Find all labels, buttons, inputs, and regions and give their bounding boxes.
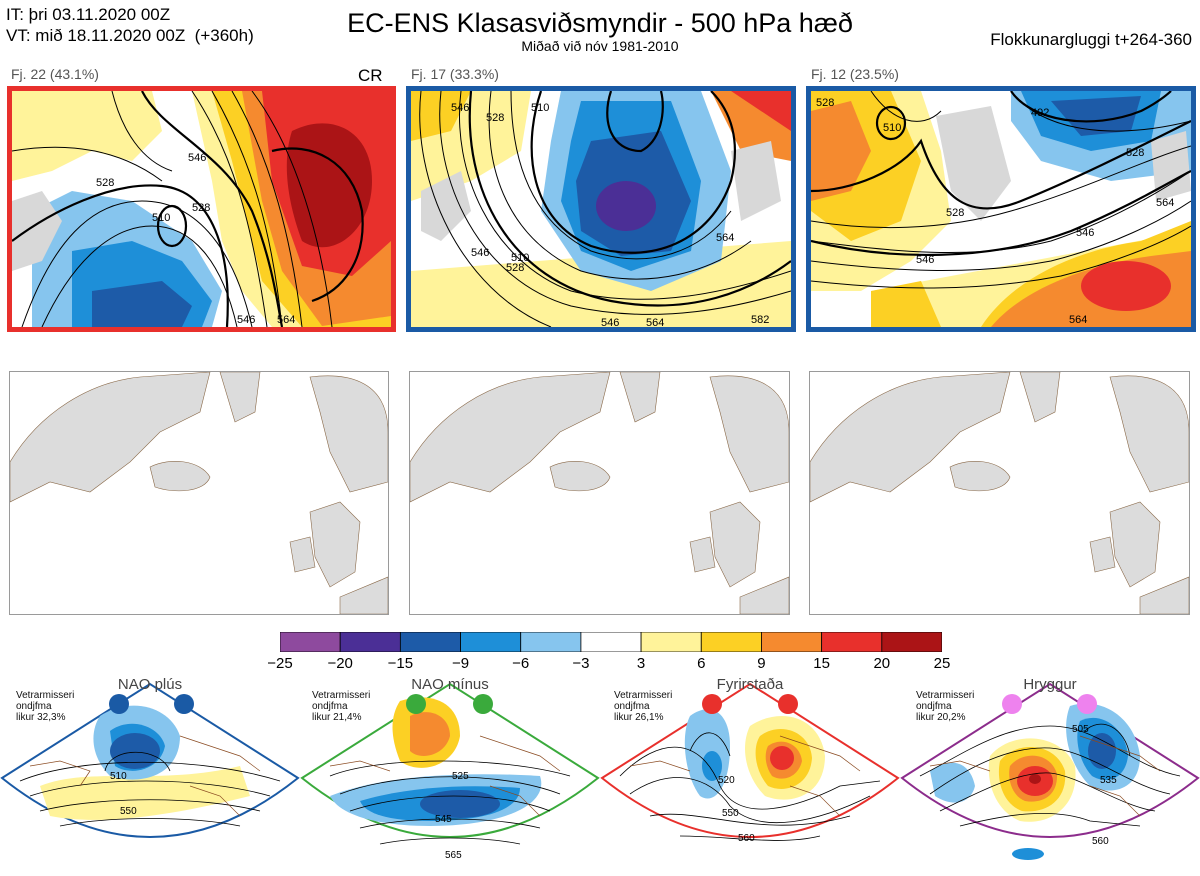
contour-label: 528 [1126, 147, 1144, 159]
colorbar-bin [460, 631, 522, 653]
contour-label: 492 [1031, 107, 1049, 119]
contour-label: 510 [531, 102, 549, 114]
regime-contour-label: 535 [1100, 775, 1117, 786]
colorbar-bin [580, 631, 642, 653]
empty-map-2 [409, 371, 790, 615]
cluster-3-label: Fj. 12 (23.5%) [811, 66, 899, 82]
colorbar-bin [881, 631, 943, 653]
regime-name: Hryggur [1023, 676, 1077, 693]
regime-contour-label: 510 [110, 771, 127, 782]
contour-label: 510 [152, 212, 170, 224]
regime-name: NAO plús [117, 676, 183, 693]
regime-name: NAO mínus [411, 676, 489, 693]
contour-label: 582 [751, 314, 769, 326]
classification-window: Flokkunargluggi t+264-360 [990, 30, 1192, 49]
colorbar-tick-label: 25 [933, 655, 951, 672]
regime-contour-label: 550 [120, 806, 137, 817]
regime-note: Vetrarmisseri ondjfma likur 20,2% [916, 690, 975, 723]
regime-contour-label: 520 [718, 775, 735, 786]
colorbar-bin [339, 631, 401, 653]
empty-map-3 [809, 371, 1190, 615]
regime-contour-label: 560 [738, 833, 755, 844]
regime-ridge: 505 535 560 Hryggur Vetrarmisseri ondjfm… [900, 676, 1200, 871]
regime-note: Vetrarmisseri ondjfma likur 26,1% [614, 690, 673, 723]
empty-map-1 [9, 371, 389, 615]
regime-contour-label: 505 [1072, 724, 1089, 735]
cluster-1-map: 528 546 510 528 546 564 [7, 86, 396, 332]
contour-label: 528 [946, 207, 964, 219]
contour-label: 528 [192, 202, 210, 214]
contour-label: 546 [601, 317, 619, 327]
regime-contour-label: 545 [435, 814, 452, 825]
regime-contour-label: 565 [445, 850, 462, 861]
header-info: IT: þri 03.11.2020 00Z VT: mið 18.11.202… [6, 4, 254, 46]
colorbar-tick-label: −3 [572, 655, 590, 672]
contour-label: 510 [511, 252, 529, 264]
colorbar-tick-label: 3 [636, 655, 646, 672]
regime-contour-label: 525 [452, 771, 469, 782]
contour-label: 528 [506, 262, 524, 274]
colorbar-tick-label: −20 [327, 655, 353, 672]
colorbar [279, 631, 943, 653]
colorbar-bin [821, 631, 883, 653]
contour-label: 564 [646, 317, 664, 327]
contour-label: 528 [816, 97, 834, 109]
regime-name: Fyrirstaða [716, 676, 784, 693]
colorbar-bin [700, 631, 762, 653]
contour-label: 546 [188, 152, 206, 164]
colorbar-bin [761, 631, 823, 653]
contour-label: 564 [716, 232, 734, 244]
cluster-1-label: Fj. 22 (43.1%) [11, 66, 99, 82]
init-time: IT: þri 03.11.2020 00Z [6, 5, 171, 24]
valid-time: VT: mið 18.11.2020 00Z (+360h) [6, 26, 254, 45]
contour-label: 528 [96, 177, 114, 189]
contour-label: 510 [883, 122, 901, 134]
regime-nao-minus: 525 545 565 NAO mínus Vetrarmisseri ondj… [300, 676, 600, 871]
regime-note: Vetrarmisseri ondjfma likur 21,4% [312, 690, 371, 723]
regime-nao-plus: 510 550 NAO plús Vetrarmisseri ondjfma l… [0, 676, 300, 871]
regime-blocking: 520 550 560 Fyrirstaða Vetrarmisseri ond… [600, 676, 900, 871]
colorbar-tick-label: 6 [697, 655, 706, 672]
colorbar-tick-label: −15 [387, 655, 414, 672]
colorbar-bin [279, 631, 341, 653]
contour-label: 528 [486, 112, 504, 124]
colorbar-bin [399, 631, 461, 653]
regime-contour-label: 560 [1092, 836, 1109, 847]
colorbar-tick-label: −9 [451, 655, 470, 672]
contour-label: 564 [277, 314, 295, 326]
regime-note: Vetrarmisseri ondjfma likur 32,3% [16, 690, 75, 723]
contour-label: 546 [237, 314, 255, 326]
page-title: EC-ENS Klasasviðsmyndir - 500 hPa hæð [347, 8, 853, 38]
colorbar-bin [640, 631, 702, 653]
contour-label: 564 [1156, 197, 1174, 209]
contour-label: 564 [1069, 314, 1087, 326]
colorbar-tick-label: 15 [813, 655, 830, 672]
cluster-2-map: 546 528 510 528 510 546 564 546 564 582 [406, 86, 796, 332]
regime-contour-label: 550 [722, 808, 739, 819]
colorbar-tick-label: −6 [512, 655, 530, 672]
cluster-1-tag: CR [358, 66, 383, 85]
colorbar-tick-label: 9 [757, 655, 766, 672]
contour-label: 546 [471, 247, 489, 259]
cluster-3-map: 528 510 492 528 528 546 546 564 564 [806, 86, 1196, 332]
colorbar-tick-label: 20 [873, 655, 891, 672]
contour-label: 546 [451, 102, 469, 114]
colorbar-tick-label: −25 [267, 655, 293, 672]
cluster-2-label: Fj. 17 (33.3%) [411, 66, 499, 82]
contour-label: 546 [916, 254, 934, 266]
contour-label: 546 [1076, 227, 1094, 239]
page-subtitle: Miðað við nóv 1981-2010 [521, 38, 679, 54]
colorbar-bin [520, 631, 582, 653]
